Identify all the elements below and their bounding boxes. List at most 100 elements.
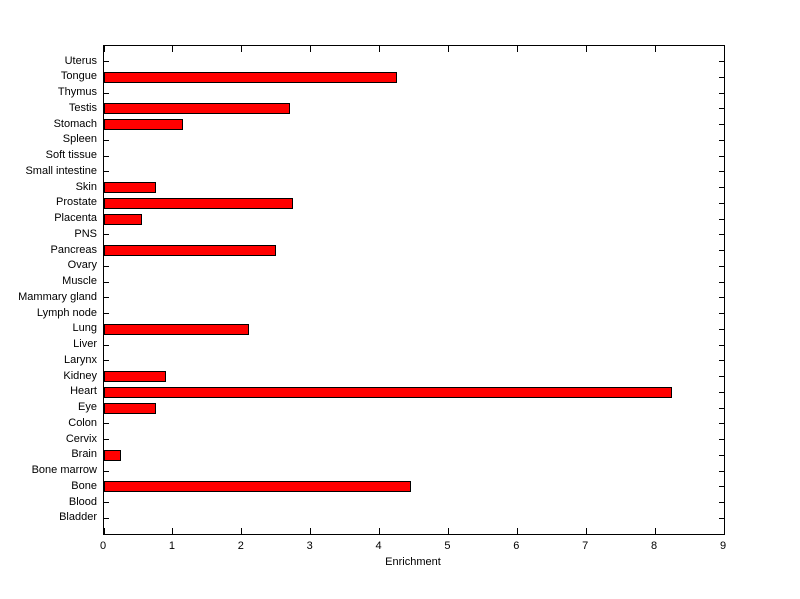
y-tick-right (719, 391, 724, 393)
y-tick-right (719, 407, 724, 409)
y-tick-left (104, 313, 109, 315)
y-tick-label-small-intestine: Small intestine (25, 164, 97, 177)
y-tick-right (719, 61, 724, 63)
y-tick-right (719, 423, 724, 425)
y-tick-right (719, 297, 724, 299)
y-tick-label-ovary: Ovary (67, 259, 97, 272)
y-tick-label-thymus: Thymus (57, 86, 97, 99)
x-axis-label: Enrichment (385, 556, 441, 568)
y-tick-left (104, 517, 109, 519)
x-tick-top (241, 46, 243, 52)
y-tick-label-larynx: Larynx (63, 353, 97, 366)
y-tick-label-prostate: Prostate (56, 196, 97, 209)
y-tick-right (719, 344, 724, 346)
y-tick-label-stomach: Stomach (53, 117, 97, 130)
y-tick-right (719, 187, 724, 189)
y-tick-label-blood: Blood (68, 495, 97, 508)
bar-skin (104, 182, 156, 194)
y-tick-label-bone-marrow: Bone marrow (31, 464, 97, 477)
y-tick-label-skin: Skin (75, 180, 97, 193)
x-tick-label-1: 1 (168, 540, 175, 552)
bar-pancreas (104, 245, 277, 257)
y-tick-label-cervix: Cervix (65, 432, 97, 445)
x-tick-bottom (103, 528, 105, 534)
y-tick-left (104, 439, 109, 441)
x-tick-bottom (310, 528, 312, 534)
y-tick-right (719, 376, 724, 378)
y-tick-left (104, 281, 109, 283)
bar-prostate (104, 197, 294, 209)
y-tick-right (719, 250, 724, 252)
x-tick-label-9: 9 (719, 540, 727, 552)
y-tick-left (104, 171, 109, 173)
x-tick-top (310, 46, 312, 52)
x-tick-label-3: 3 (306, 540, 313, 552)
y-tick-right (719, 470, 724, 472)
y-tick-right (719, 486, 724, 488)
x-tick-bottom (654, 528, 656, 534)
y-tick-right (719, 502, 724, 504)
y-tick-right (719, 92, 724, 94)
y-tick-label-brain: Brain (71, 448, 97, 461)
bar-testis (104, 103, 290, 115)
y-tick-left (104, 502, 109, 504)
bar-brain (104, 449, 122, 461)
y-tick-left (104, 139, 109, 141)
bar-eye (104, 402, 156, 414)
x-tick-label-8: 8 (651, 540, 658, 552)
x-tick-top (447, 46, 449, 52)
x-tick-label-5: 5 (444, 540, 451, 552)
bar-placenta (104, 213, 142, 225)
y-tick-left (104, 470, 109, 472)
y-tick-left (104, 297, 109, 299)
y-tick-right (719, 202, 724, 204)
x-tick-label-0: 0 (99, 540, 107, 552)
bar-bone (104, 481, 411, 493)
bar-stomach (104, 119, 184, 131)
x-tick-bottom (585, 528, 587, 534)
y-tick-left (104, 234, 109, 236)
y-tick-label-eye: Eye (78, 401, 97, 414)
y-tick-label-uterus: Uterus (64, 54, 97, 67)
y-tick-right (719, 155, 724, 157)
y-tick-label-placenta: Placenta (54, 212, 97, 225)
x-tick-label-6: 6 (513, 540, 520, 552)
x-tick-top (723, 46, 725, 52)
y-tick-left (104, 155, 109, 157)
y-tick-right (719, 124, 724, 126)
y-tick-label-liver: Liver (73, 338, 97, 351)
y-tick-label-heart: Heart (70, 385, 97, 398)
y-tick-label-testis: Testis (68, 101, 97, 114)
y-tick-right (719, 265, 724, 267)
bar-tongue (104, 71, 397, 83)
y-tick-label-pancreas: Pancreas (50, 243, 97, 256)
y-tick-right (719, 108, 724, 110)
y-tick-right (719, 171, 724, 173)
y-tick-right (719, 360, 724, 362)
y-tick-label-kidney: Kidney (63, 369, 97, 382)
x-tick-top (516, 46, 518, 52)
y-tick-right (719, 139, 724, 141)
x-tick-label-2: 2 (237, 540, 244, 552)
bar-heart (104, 386, 673, 398)
x-tick-bottom (447, 528, 449, 534)
y-tick-right (719, 234, 724, 236)
x-tick-bottom (516, 528, 518, 534)
y-tick-label-muscle: Muscle (62, 275, 97, 288)
y-tick-right (719, 281, 724, 283)
bar-kidney (104, 371, 166, 383)
plot-area (103, 45, 725, 535)
x-tick-bottom (379, 528, 381, 534)
y-tick-label-colon: Colon (68, 416, 97, 429)
y-tick-right (719, 517, 724, 519)
y-tick-label-bladder: Bladder (59, 511, 97, 524)
y-tick-right (719, 76, 724, 78)
y-tick-right (719, 439, 724, 441)
y-tick-label-pns: PNS (74, 227, 97, 240)
y-tick-left (104, 61, 109, 63)
y-tick-left (104, 360, 109, 362)
y-tick-left (104, 423, 109, 425)
y-tick-right (719, 313, 724, 315)
y-tick-right (719, 218, 724, 220)
